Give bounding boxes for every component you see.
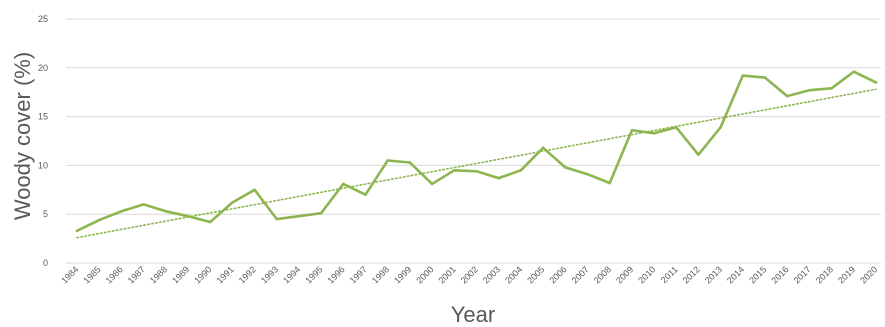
- x-tick-label: 2002: [459, 264, 480, 285]
- data-point: [541, 146, 545, 150]
- y-tick-label: 25: [38, 14, 48, 24]
- data-point: [408, 161, 412, 164]
- data-point: [164, 209, 168, 213]
- y-tick-label: 0: [43, 258, 48, 268]
- data-point: [830, 86, 833, 90]
- x-tick-label: 2000: [414, 264, 435, 285]
- linear-trendline: [76, 88, 877, 239]
- x-tick-label: 1988: [148, 264, 169, 285]
- data-point: [208, 220, 212, 224]
- x-tick-labels: 1984 1985 1986 1987 1988 1989 1990 1991 1992 1993…: [59, 264, 879, 285]
- x-tick-label: 2007: [570, 264, 591, 285]
- x-tick-label: 2020: [858, 264, 879, 285]
- data-point: [785, 94, 789, 98]
- x-tick-label: 2010: [636, 264, 657, 285]
- data-point: [874, 81, 878, 84]
- data-point: [186, 214, 190, 218]
- y-tick-labels: 0 5 10 15 20 25: [38, 14, 48, 268]
- data-point: [475, 169, 478, 173]
- data-point: [630, 128, 634, 132]
- x-tick-label: 1987: [126, 264, 147, 285]
- x-tick-label: 2004: [503, 264, 524, 285]
- x-tick-label: 2018: [814, 264, 835, 285]
- data-point: [319, 211, 323, 215]
- x-tick-label: 2001: [436, 264, 457, 285]
- data-point: [342, 182, 345, 186]
- data-point: [453, 168, 456, 172]
- y-axis-title: Woody cover (%): [10, 52, 35, 220]
- x-tick-label: 1995: [303, 264, 324, 285]
- x-tick-label: 2003: [481, 264, 502, 285]
- x-tick-label: 2009: [614, 264, 635, 285]
- x-tick-label: 1999: [392, 264, 413, 285]
- series-layer: [75, 70, 878, 233]
- data-point: [430, 182, 434, 186]
- data-point: [120, 209, 123, 213]
- x-tick-label: 1984: [59, 264, 80, 285]
- x-tick-label: 1986: [104, 264, 125, 285]
- x-tick-label: 1989: [170, 264, 191, 285]
- series-line-0: [75, 70, 878, 233]
- x-tick-label: 1993: [259, 264, 280, 285]
- x-tick-label: 1994: [281, 264, 302, 285]
- data-point: [852, 70, 856, 74]
- y-tick-label: 20: [38, 63, 48, 73]
- y-tick-label: 10: [38, 160, 48, 170]
- data-point: [275, 217, 279, 221]
- y-tick-label: 5: [43, 209, 48, 219]
- data-point: [364, 193, 367, 196]
- x-tick-label: 1998: [370, 264, 391, 285]
- data-point: [97, 218, 101, 222]
- data-point: [142, 203, 145, 206]
- data-point: [697, 153, 700, 156]
- x-tick-label: 1997: [348, 264, 369, 285]
- x-tick-label: 2019: [836, 264, 857, 285]
- data-point: [563, 166, 567, 169]
- x-tick-label: 2015: [747, 264, 768, 285]
- x-tick-label: 2014: [725, 264, 746, 285]
- data-point: [497, 176, 500, 180]
- x-tick-label: 1985: [81, 264, 102, 285]
- x-tick-label: 1990: [192, 264, 213, 285]
- data-point: [741, 74, 745, 77]
- data-point: [808, 88, 811, 92]
- x-axis-title: Year: [451, 302, 495, 327]
- data-point: [608, 181, 611, 185]
- data-point: [75, 229, 79, 233]
- data-point: [297, 214, 301, 218]
- x-tick-label: 2013: [703, 264, 724, 285]
- data-point: [253, 188, 256, 192]
- data-point: [386, 159, 390, 162]
- x-tick-label: 1996: [326, 264, 347, 285]
- data-point: [586, 172, 589, 176]
- gridlines: [66, 18, 881, 264]
- x-tick-label: 1992: [237, 264, 258, 285]
- trendline-layer: [76, 88, 877, 239]
- data-point: [719, 126, 722, 129]
- x-tick-label: 2017: [792, 264, 813, 285]
- data-point: [519, 168, 523, 172]
- x-tick-label: 2005: [525, 264, 546, 285]
- x-tick-label: 1991: [215, 264, 236, 285]
- x-tick-label: 2011: [659, 264, 680, 285]
- data-point: [652, 131, 656, 135]
- x-tick-label: 2016: [769, 264, 790, 285]
- data-point: [763, 76, 767, 79]
- x-tick-label: 2006: [547, 264, 568, 285]
- x-tick-label: 2012: [681, 264, 702, 285]
- data-point: [231, 201, 234, 204]
- data-point: [674, 126, 678, 129]
- x-tick-label: 2008: [592, 264, 613, 285]
- y-tick-label: 15: [38, 112, 48, 122]
